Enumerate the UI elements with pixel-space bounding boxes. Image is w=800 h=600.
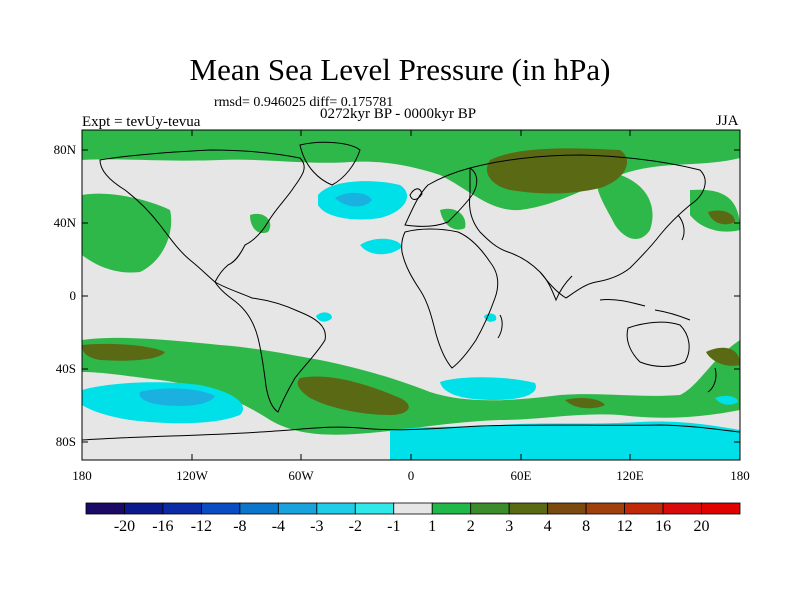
colorbar-box <box>316 502 356 515</box>
lon-label-180w: 180 <box>72 468 92 483</box>
coastline-south-america <box>214 281 326 413</box>
axis-ticks <box>82 130 740 460</box>
colorbar-label: -12 <box>190 518 213 535</box>
lon-label-120e: 120E <box>616 468 644 483</box>
lon-label-60e: 60E <box>510 468 532 483</box>
anomaly-region-siberia <box>596 170 653 240</box>
colorbar-box <box>508 502 549 515</box>
colorbar-label: 4 <box>543 518 552 535</box>
colorbar-box <box>239 502 279 515</box>
colorbar-boxes <box>85 502 741 515</box>
coastline-europe <box>404 167 478 227</box>
anomaly-core-south-atlantic <box>297 376 409 415</box>
coastline-british-isles <box>409 188 423 200</box>
page-title: Mean Sea Level Pressure (in hPa) <box>189 52 611 87</box>
lon-label-120w: 120W <box>176 468 208 483</box>
colorbar-box <box>393 502 433 515</box>
colorbar-box <box>470 502 510 515</box>
coastline-greenland <box>299 141 361 186</box>
coastline-africa <box>401 228 499 369</box>
colorbar-box <box>585 502 625 515</box>
season-label: JJA <box>716 113 739 129</box>
colorbar-box <box>277 502 318 515</box>
coastlines <box>82 141 740 441</box>
anomaly-low-core-atlantic <box>335 192 372 207</box>
colorbar-box <box>124 502 164 515</box>
anomaly-low-antarctica <box>390 421 740 460</box>
anomaly-low-mozambique <box>484 313 497 322</box>
stats-label: rmsd= 0.946025 diff= 0.175781 <box>214 95 394 110</box>
anomaly-region-north-pacific <box>82 193 172 273</box>
coastline-india <box>539 271 573 302</box>
anomaly-low-brazil <box>316 312 332 322</box>
lon-label-0: 0 <box>407 468 415 483</box>
coastline-asia <box>469 154 706 299</box>
colorbar-box <box>354 502 395 515</box>
map-field <box>82 130 740 460</box>
colorbar-label: 20 <box>693 518 710 535</box>
colorbar-label: -1 <box>387 518 401 535</box>
coastline-australia <box>626 321 690 367</box>
colorbar-label: -8 <box>233 518 247 535</box>
lat-label-40n: 40N <box>53 215 76 230</box>
anomaly-core-south-indian <box>565 397 605 409</box>
colorbar-label: 12 <box>616 518 633 535</box>
colorbar-box <box>201 502 241 515</box>
colorbar-box <box>662 502 702 515</box>
coastline-japan <box>677 214 685 241</box>
coastline-madagascar <box>497 314 503 339</box>
anomaly-core-north-pacific <box>708 210 735 225</box>
colorbar-label: -16 <box>152 518 174 535</box>
coastline-north-america <box>99 149 305 283</box>
experiment-label: Expt = tevUy-tevua <box>82 114 201 130</box>
colorbar-label: 1 <box>428 518 437 535</box>
colorbar-label: 2 <box>466 518 475 535</box>
anomaly-core-south-pacific <box>82 343 165 361</box>
period-label: 0272kyr BP - 0000kyr BP <box>320 106 477 122</box>
anomaly-core-eurasia <box>486 148 628 194</box>
lon-label-180e: 180 <box>730 468 750 483</box>
anomaly-low-south-indian <box>440 377 536 400</box>
anomaly-low-core-south-pacific <box>139 388 215 406</box>
anomaly-region-southern-ocean <box>82 337 740 435</box>
colorbar-label: -3 <box>310 518 324 535</box>
colorbar-label: 16 <box>655 518 672 535</box>
colorbar-box <box>547 502 587 515</box>
anomaly-low-subtropical <box>360 238 402 255</box>
coastline-indonesia <box>599 299 691 321</box>
lon-label-60w: 60W <box>288 468 314 483</box>
colorbar-label: -2 <box>348 518 362 535</box>
colorbar-label: -4 <box>271 518 286 535</box>
colorbar-box <box>85 502 125 515</box>
anomaly-region-north-america <box>250 213 271 234</box>
colorbar-box <box>701 502 741 515</box>
colorbar-label: 8 <box>582 518 591 535</box>
colorbar-box <box>624 502 664 515</box>
lat-label-40s: 40S <box>55 361 76 376</box>
colorbar-label: -20 <box>113 518 136 535</box>
anomaly-core-south-far-east <box>706 347 740 366</box>
colorbar-box <box>162 502 202 515</box>
lat-label-80n: 80N <box>53 142 76 157</box>
colorbar-label: 3 <box>505 518 514 535</box>
coastline-new-zealand <box>707 367 717 393</box>
lat-label-0: 0 <box>69 288 77 303</box>
coastline-antarctica <box>82 424 740 441</box>
colorbar-box <box>431 502 472 515</box>
lat-label-80s: 80S <box>55 434 76 449</box>
anomaly-low-far-south-east <box>715 395 738 405</box>
anomaly-region-mediterranean <box>440 208 466 230</box>
